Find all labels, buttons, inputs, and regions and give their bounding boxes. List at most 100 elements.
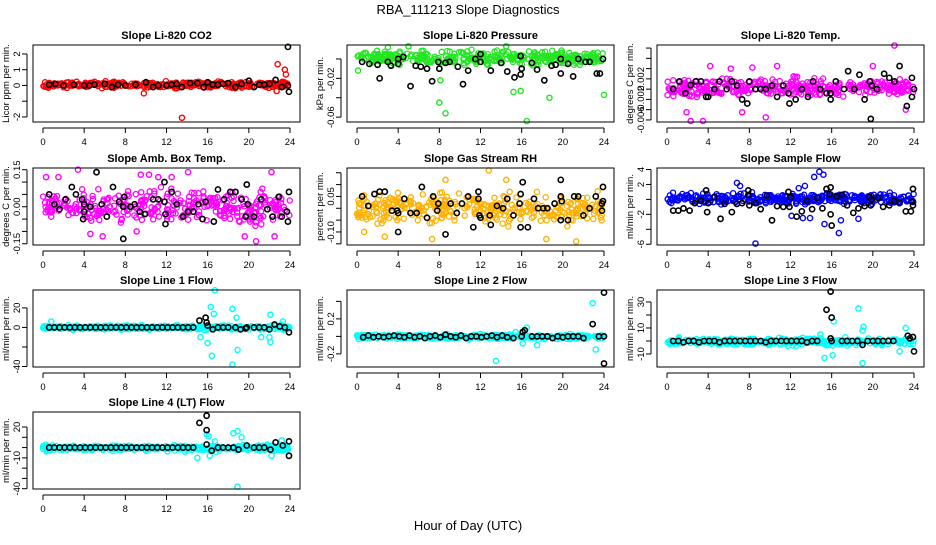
data-point-black xyxy=(204,78,212,86)
data-point-black xyxy=(412,62,420,70)
data-point-black xyxy=(189,444,197,451)
data-point xyxy=(143,193,150,200)
data-point-outlier xyxy=(55,173,62,181)
data-point xyxy=(836,81,843,88)
data-point xyxy=(361,49,369,57)
data-point xyxy=(439,211,446,219)
data-point xyxy=(169,209,177,217)
x-tick-label: 4 xyxy=(82,137,87,148)
data-point-outlier xyxy=(229,305,236,313)
data-point-black xyxy=(524,223,532,231)
data-point xyxy=(557,213,565,220)
data-point xyxy=(548,212,555,219)
data-point-black xyxy=(161,178,168,186)
data-point-black xyxy=(600,332,608,340)
data-point-black xyxy=(697,197,705,205)
data-point-black xyxy=(477,58,484,66)
data-point xyxy=(509,55,516,62)
data-point-outlier xyxy=(859,359,866,367)
x-tick-label: 0 xyxy=(664,137,669,148)
data-point-black xyxy=(909,333,917,341)
data-point-black xyxy=(365,60,373,68)
data-point-black xyxy=(510,334,517,342)
data-point-black xyxy=(203,426,211,434)
data-point xyxy=(827,87,835,94)
data-point xyxy=(590,215,597,223)
data-point-black xyxy=(510,211,517,219)
data-point xyxy=(451,50,458,58)
data-point-black xyxy=(284,82,292,89)
data-point-outlier xyxy=(381,233,389,241)
data-point-black xyxy=(816,85,824,93)
data-point-black xyxy=(703,208,711,216)
data-point xyxy=(786,83,794,91)
data-point xyxy=(61,200,69,207)
data-point-black xyxy=(91,81,98,89)
data-point-black xyxy=(214,186,222,193)
data-point-black xyxy=(400,195,408,203)
data-point-black xyxy=(827,89,835,97)
data-point-black xyxy=(464,67,472,75)
data-point xyxy=(353,210,361,218)
data-point-black xyxy=(539,204,547,212)
data-point xyxy=(572,209,580,217)
data-point-outlier xyxy=(523,117,531,125)
data-point-black xyxy=(687,81,695,89)
data-point xyxy=(269,199,277,207)
data-point-black xyxy=(792,96,800,103)
x-tick-label: 12 xyxy=(161,504,172,515)
data-point xyxy=(564,223,571,230)
plot-frame xyxy=(346,44,615,123)
data-point-outlier xyxy=(512,328,519,336)
data-point-outlier xyxy=(795,184,803,192)
data-point-black xyxy=(193,79,201,87)
data-point xyxy=(236,218,243,226)
data-point xyxy=(669,77,677,84)
x-tick-label: 12 xyxy=(785,260,796,271)
data-point-outlier xyxy=(233,314,240,321)
x-tick-label: 24 xyxy=(285,382,296,393)
data-point-black xyxy=(828,222,836,229)
data-point xyxy=(493,216,501,223)
y-axis-label: ml/min per min. xyxy=(625,174,636,239)
data-point-outlier xyxy=(821,354,828,362)
data-point-outlier xyxy=(47,318,55,325)
data-point-black xyxy=(557,55,565,63)
data-point-outlier xyxy=(273,87,280,95)
panel-5: Slope Gas Stream RH percent per min. 0 4 8 12… xyxy=(315,153,615,271)
data-point xyxy=(459,49,467,56)
data-point-black xyxy=(570,193,578,200)
plot-frame xyxy=(346,289,615,368)
series-cloud xyxy=(664,334,917,350)
data-point xyxy=(881,79,889,86)
data-point xyxy=(277,199,285,206)
data-point xyxy=(149,216,157,223)
y-tick-label: -2 xyxy=(636,210,647,218)
data-point-outlier xyxy=(860,323,867,330)
data-point-black xyxy=(446,58,454,66)
data-point xyxy=(757,194,764,201)
data-point-black xyxy=(785,188,792,196)
data-point xyxy=(525,48,533,55)
data-point xyxy=(537,217,545,224)
data-point-black xyxy=(101,80,109,88)
data-point-outlier xyxy=(810,173,818,181)
data-point xyxy=(878,194,885,201)
data-point-black xyxy=(786,100,793,107)
data-point-outlier xyxy=(533,341,541,349)
data-point-black xyxy=(599,183,607,191)
data-point-black xyxy=(521,326,529,334)
data-point xyxy=(518,210,525,217)
data-point-outlier xyxy=(801,182,809,190)
data-point-outlier xyxy=(820,171,827,179)
data-point xyxy=(513,194,520,201)
data-point-outlier xyxy=(241,233,249,240)
data-point xyxy=(517,215,524,223)
x-tick-label: 4 xyxy=(396,260,401,271)
data-point-black xyxy=(162,220,169,228)
data-point-outlier xyxy=(154,173,162,181)
data-point xyxy=(542,58,550,66)
data-point-outlier xyxy=(428,235,436,243)
data-point-black xyxy=(260,444,268,451)
data-point-black xyxy=(394,228,402,236)
